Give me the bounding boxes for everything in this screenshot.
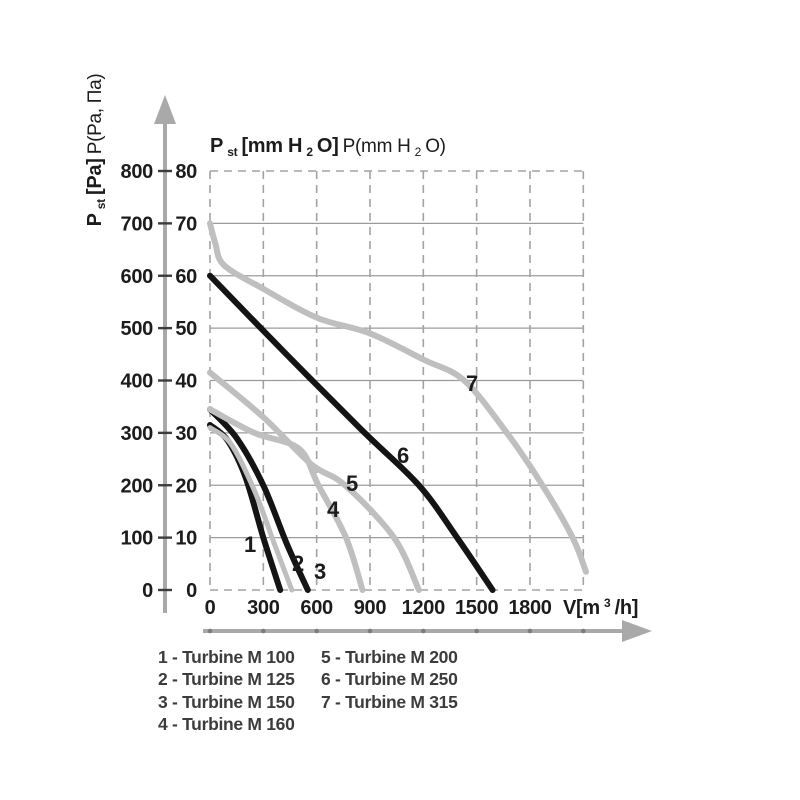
y-tick-label-mmh2o: 10 [175,528,197,550]
x-tick-label: 1800 [508,597,551,619]
x-axis-tick-dots [207,628,586,634]
ylabel-bold-p: P [84,213,106,226]
y-tick-label-mmh2o: 20 [175,475,197,497]
ylabel-regular: P(Pa, Па) [85,74,106,155]
y-axis-labels-pa: 0 100 200 300 400 500 600 700 800 [121,161,154,602]
legend-item: 1 - Turbine M 100 [158,647,295,667]
x-axis-unit-label: V[m 3 /h] [563,594,638,619]
x-tick-label: 600 [300,597,333,619]
curve-label-7: 7 [466,371,478,396]
x-axis-tick-dot [421,628,426,634]
xunit-start: V[m [563,597,600,619]
legend-item: 3 - Turbine M 150 [158,691,295,712]
curve-label-6: 6 [397,443,409,468]
left-axis-title: P st [Pa] P(Pa, Па) [84,74,109,227]
legend-column-2: 5 - Turbine M 200 6 - Turbine M 250 7 - … [321,646,458,713]
legend-item: 5 - Turbine M 200 [321,647,458,667]
y-tick-label-mmh2o: 50 [175,318,197,340]
y-tick-label-mmh2o: 60 [175,266,197,288]
legend-item: 4 - Turbine M 160 [158,714,295,735]
x-tick-label: 0 [205,597,216,619]
curve-label-2: 2 [292,551,304,576]
y-tick-label-pa: 700 [121,213,154,235]
x-tick-label: 900 [354,597,387,619]
curve-turbine-m-125 [207,425,295,593]
title-subscript-st: st [227,145,237,159]
curve-label-1: 1 [244,532,256,557]
curves [207,220,589,593]
y-tick-label-mmh2o: 70 [175,213,197,235]
x-tick-label: 300 [247,597,280,619]
title-regular-subscript-2: 2 [415,145,422,159]
curve-turbine-m-315 [207,220,589,575]
y-tick-label-mmh2o: 40 [175,371,197,393]
legend-column-1: 1 - Turbine M 100 2 - Turbine M 125 3 - … [158,646,295,736]
top-axis-title: P st [mm H 2 O] P(mm H 2 O) [210,135,446,160]
y-axis-labels-mmh2o: 0 10 20 30 40 50 60 70 80 [175,161,197,602]
y-tick-label-pa: 600 [121,266,154,288]
x-axis-arrow [203,620,652,642]
xunit-superscript-3: 3 [604,596,611,610]
x-axis-tick-dot [261,628,266,634]
y-tick-label-pa: 100 [121,528,154,550]
ylabel-bold-rest: [Pa] [84,158,106,195]
title-regular: P(mm H [343,136,411,157]
x-axis-arrowhead-icon [622,620,652,642]
curve-turbine-m-150 [207,406,311,593]
x-axis-tick-dot [207,628,213,634]
y-tick-label-pa: 0 [142,580,153,602]
xunit-end: /h] [615,597,639,619]
x-axis-tick-dot [314,628,319,634]
ylabel-subscript-st: st [94,199,108,209]
x-axis-tick-dot [367,628,373,634]
legend-item: 2 - Turbine M 125 [158,669,295,690]
y-tick-label-pa: 400 [121,371,154,393]
title-subscript-2: 2 [306,145,313,159]
title-bold-p: P [210,135,223,157]
x-tick-label: 1200 [402,597,445,619]
y-tick-label-pa: 500 [121,318,154,340]
title-bold-end: O] [317,135,339,157]
legend-item: 7 - Turbine M 315 [321,691,458,712]
x-axis-tick-dot [581,628,586,634]
y-tick-label-mmh2o: 30 [175,423,197,445]
x-axis-tick-dot [527,628,533,634]
x-axis-tick-dot [474,628,479,634]
y-axis-ticks [158,169,172,592]
y-tick-label-mmh2o: 80 [175,161,197,183]
legend-item: 6 - Turbine M 250 [321,669,458,690]
y-tick-label-pa: 800 [121,161,154,183]
y-axis-arrowhead-icon [154,95,176,124]
x-axis-labels: 0 300 600 900 1200 1500 1800 [205,597,553,619]
title-regular-end: O) [425,136,446,157]
curve-turbine-m-200 [207,369,422,593]
curve-label-5: 5 [346,471,358,496]
curve-label-4: 4 [327,497,340,522]
curve-label-3: 3 [314,559,326,584]
y-tick-label-pa: 200 [121,475,154,497]
curve-turbine-m-250 [207,272,496,593]
y-axis-arrow [154,95,176,613]
y-tick-label-mmh2o: 0 [186,580,197,602]
title-bold-rest: [mm H [241,135,302,157]
x-tick-label: 1500 [455,597,498,619]
y-tick-label-pa: 300 [121,423,154,445]
